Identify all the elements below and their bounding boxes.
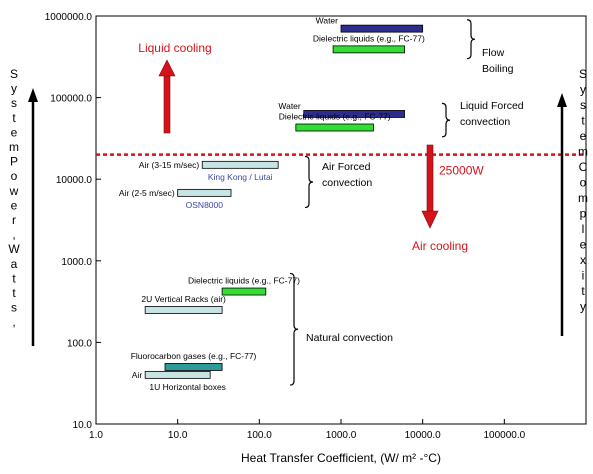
y-axis-title-right-char: p	[580, 207, 587, 221]
y-axis-title-right-char: y	[580, 300, 586, 314]
y-axis-title-right-char: y	[580, 83, 586, 97]
y-tick-label: 10000.0	[56, 175, 93, 186]
bar-label: Water	[278, 101, 301, 111]
group-bracket	[441, 102, 451, 138]
bar-label: Water	[316, 16, 339, 26]
y-axis-title-char: w	[9, 184, 19, 198]
x-tick-label: 1.0	[89, 430, 103, 441]
y-axis-title-char: s	[11, 301, 17, 315]
bar	[144, 306, 223, 314]
y-axis-title-char: s	[11, 96, 17, 110]
x-axis-ticks: 1.0 10.0 100.0 1000.0 10000.0 100000.0	[89, 419, 526, 441]
y-axis-title-char: t	[12, 271, 16, 285]
bar	[340, 24, 424, 33]
y-tick-label: 10.0	[73, 420, 93, 431]
air-cooling-arrow-shaft	[426, 144, 434, 214]
y-axis-title-right-char: e	[580, 238, 587, 252]
x-tick-label: 100.0	[247, 430, 272, 441]
y-tick-label: 1000.0	[61, 257, 92, 268]
y-tick-label: 100.0	[67, 338, 92, 349]
bar-sublabel: 1U Horizontal boxes	[149, 382, 226, 392]
x-tick-label: 10000.0	[405, 430, 442, 441]
liquid-cooling-arrow-head	[158, 59, 176, 77]
group-label: convection	[322, 177, 372, 189]
y-axis-title-char: t	[12, 111, 16, 125]
y-axis-ticks: 10.0 100.0 1000.0 10000.0 100000.0 1000000.0	[45, 12, 101, 431]
y-axis-title-right-char: t	[581, 284, 585, 298]
bar	[303, 110, 405, 118]
group-brackets: Flow Boiling Liquid Forced convection Air Fo…	[289, 19, 524, 386]
left-axis-arrow	[28, 88, 38, 346]
y-tick-label: 1000000.0	[45, 12, 93, 23]
bar	[144, 370, 211, 379]
bar	[201, 160, 279, 169]
bar	[164, 363, 223, 371]
bar-label: Dielectric liquids (e.g., FC-77)	[279, 112, 391, 122]
bar-label: Air (3-15 m/sec)	[139, 160, 200, 170]
right-axis-arrow	[557, 93, 567, 336]
y-axis-title-right-char: l	[582, 222, 585, 236]
y-axis-title-char: r	[12, 213, 16, 227]
liquid-cooling-arrow-shaft	[163, 74, 171, 134]
y-axis-title-char: o	[11, 169, 18, 183]
threshold-label: 25000W	[439, 164, 484, 178]
x-tick-label: 10.0	[168, 430, 188, 441]
x-tick-label: 100000.0	[483, 430, 525, 441]
group-label: convection	[460, 116, 510, 128]
bar-label: 2U Vertical Racks (air)	[141, 294, 226, 304]
y-axis-title-right-char: C	[579, 160, 588, 174]
bar-label: Dielectric liquids (e.g., FC-77)	[188, 276, 300, 286]
x-tick-label: 1000.0	[326, 430, 357, 441]
y-axis-title-char: S	[10, 67, 18, 81]
y-axis-title-char: W	[8, 242, 20, 256]
y-axis-title-char: P	[10, 155, 18, 169]
y-axis-title-char: e	[11, 125, 18, 139]
air-cooling-label: Air cooling	[412, 239, 468, 253]
group-bracket	[289, 272, 299, 386]
liquid-cooling-label: Liquid cooling	[138, 41, 211, 55]
bar-label: Air	[132, 370, 143, 380]
y-axis-title-char: ,	[12, 315, 15, 329]
group-label: Flow	[482, 47, 505, 59]
bar-label: Fluorocarbon gases (e.g., FC-77)	[131, 351, 257, 361]
bar-sublabel: OSN8000	[186, 200, 224, 210]
y-axis-title-char: m	[9, 140, 19, 154]
y-axis-title-right-char: m	[578, 145, 588, 159]
threshold-line: 25000W	[96, 153, 586, 178]
y-axis-title-right-char: t	[581, 114, 585, 128]
y-axis-title-char: ,	[12, 228, 15, 242]
group-label: Boiling	[482, 63, 514, 75]
cooling-arrows: Liquid cooling Air cooling	[138, 41, 468, 253]
group-label: Liquid Forced	[460, 100, 524, 112]
y-axis-title-char: y	[11, 82, 17, 96]
y-axis-title-right-char: e	[580, 129, 587, 143]
x-axis-title: Heat Transfer Coefficient, (W/ m² -°C)	[241, 451, 441, 465]
y-axis-title-right-char: o	[580, 176, 587, 190]
y-axis-title-char: t	[12, 286, 16, 300]
bar-label: Air (2-5 m/sec)	[119, 188, 175, 198]
bar-label: Dielectric liquids (e.g., FC-77)	[313, 33, 425, 43]
bar	[221, 287, 267, 296]
group-bracket	[304, 155, 314, 209]
y-axis-title-right-char: s	[580, 98, 586, 112]
group-label: Air Forced	[322, 161, 371, 173]
bar	[295, 123, 374, 132]
y-axis-title-char: e	[11, 198, 18, 212]
y-axis-title-right-char: i	[582, 269, 585, 283]
group-label: Natural convection	[306, 332, 393, 344]
y-tick-label: 100000.0	[50, 94, 92, 105]
y-axis-title-right-char: S	[579, 67, 587, 81]
bar	[332, 45, 405, 54]
y-axis-title-right-char: m	[578, 191, 588, 205]
group-bracket	[466, 19, 476, 60]
bar	[177, 188, 232, 197]
bar-sublabel: King Kong / Lutai	[208, 172, 273, 182]
y-axis-title-char: a	[11, 257, 18, 271]
air-cooling-arrow-head	[421, 210, 439, 229]
y-axis-title-right-char: x	[580, 253, 586, 267]
